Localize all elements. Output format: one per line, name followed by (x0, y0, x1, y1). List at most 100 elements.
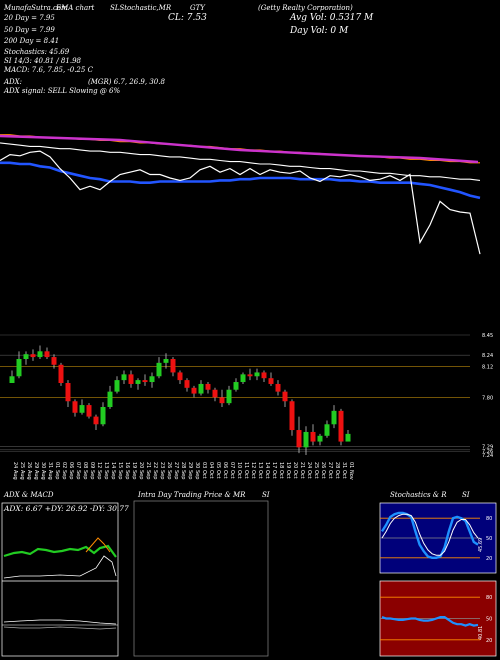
macd-line (3, 544, 117, 558)
si-label: SI 14/3: 40.81 / 81.98 (4, 57, 81, 65)
date-tick-label: 31 Aug (47, 462, 53, 480)
stoch-value-label: 45.69 (478, 538, 484, 552)
candle-body (86, 405, 92, 417)
date-tick-label: 05 Oct (215, 462, 221, 479)
candle-body (338, 410, 344, 442)
date-axis: 24 Aug 25 Aug 26 Aug 29 Aug 30 Aug 31 Aug 01 S… (12, 462, 354, 480)
rsi-level-label: 20 (486, 638, 492, 644)
candle-body (268, 378, 274, 384)
adx-label: ADX: (4, 78, 23, 86)
stoch-level-label: 20 (486, 556, 492, 562)
date-tick-label: 09 Sep (89, 462, 95, 479)
date-tick-label: 08 Sep (82, 462, 88, 479)
date-tick-label: 04 Oct (208, 462, 214, 479)
candle-body (72, 401, 78, 413)
stoch-line-k (380, 511, 479, 559)
date-tick-label: 07 Sep (75, 462, 81, 479)
date-tick-label: 20 Oct (292, 462, 298, 479)
candle-body (128, 374, 134, 384)
candle-body (135, 380, 141, 384)
adx-line (85, 537, 111, 553)
adx-values: (MGR) 6.7, 26.9, 30.8 (88, 78, 165, 86)
candle-body (37, 351, 43, 358)
candle-body (219, 397, 225, 404)
date-tick-label: 19 Oct (285, 462, 291, 479)
intraday-panel-title: Intra Day Trading Price & MR (138, 491, 246, 499)
candle-body (9, 376, 15, 383)
date-tick-label: 10 Oct (236, 462, 242, 479)
candle-body (324, 424, 330, 436)
date-tick-label: 23 Sep (159, 462, 165, 479)
date-tick-label: 31 Oct (341, 462, 347, 479)
candle-body (93, 416, 99, 425)
date-tick-label: 29 Aug (33, 462, 39, 480)
ema50-label: 50 Day = 7.99 (4, 26, 55, 34)
date-tick-label: 11 Oct (243, 462, 249, 479)
date-tick-label: 26 Aug (26, 462, 32, 480)
date-tick-label: 02 Sep (61, 462, 67, 479)
date-tick-label: 06 Oct (222, 462, 228, 479)
date-tick-label: 01 Sep (54, 462, 60, 479)
candle-body (156, 362, 162, 377)
date-tick-label: 24 Aug (12, 462, 18, 480)
candle-body (191, 387, 197, 394)
date-tick-label: 21 Sep (145, 462, 151, 479)
close-label: CL: 7.53 (168, 13, 207, 23)
date-tick-label: 14 Sep (110, 462, 116, 479)
adx-signal: ADX signal: SELL Slowing @ 6% (4, 87, 121, 95)
date-tick-label: 13 Sep (103, 462, 109, 479)
candle-body (79, 405, 85, 413)
candle-body (163, 359, 169, 363)
price-grid-layer: 8.45 8.24 8.12 7.80 7.297.267.24 (0, 333, 493, 459)
ema200-label: 200 Day = 8.41 (4, 37, 60, 45)
ema-line-ema-50 (0, 142, 481, 181)
candle-body (30, 354, 36, 358)
price-level-label: 8.24 (482, 353, 493, 359)
candle-body (107, 391, 113, 407)
candle-body (310, 431, 316, 442)
candle-body (198, 383, 204, 394)
price-level-label: 7.29 (482, 444, 493, 450)
intraday-si-label: SI (262, 491, 270, 499)
date-tick-label: 28 Oct (334, 462, 340, 479)
candle-body (282, 391, 288, 402)
price-level-label: 7.26 (482, 449, 493, 455)
stochastics-si-label: SI (462, 491, 470, 499)
candle-body (331, 410, 337, 425)
date-tick-label: 28 Sep (180, 462, 186, 479)
date-tick-label: 25 Aug (19, 462, 25, 480)
di-line (3, 555, 117, 579)
candle-body (114, 380, 120, 392)
stoch-line-d (381, 513, 479, 556)
ema20-label: 20 Day = 7.95 (4, 14, 55, 22)
date-tick-label: 12 Oct (250, 462, 256, 479)
date-tick-label: 26 Sep (166, 462, 172, 479)
candle-body (170, 359, 176, 373)
date-tick-label: 22 Sep (152, 462, 158, 479)
rsi-value-label: 40.81 (478, 626, 484, 640)
candle-body (296, 430, 302, 448)
sls-label: SLStochastic,MR (110, 4, 172, 12)
date-tick-label: 27 Oct (327, 462, 333, 479)
candle-body (254, 372, 260, 377)
candle-body (100, 407, 106, 425)
candle-body (289, 401, 295, 431)
candle-body (205, 383, 211, 390)
date-tick-label: 25 Oct (313, 462, 319, 479)
date-tick-label: 19 Sep (131, 462, 137, 479)
day-vol-label: Day Vol: 0 M (290, 26, 349, 36)
candle-body (240, 374, 246, 383)
ema-line-ema-20 (0, 161, 481, 200)
candle-body (23, 354, 29, 359)
candle-layer (9, 345, 351, 455)
macd-histogram-line (3, 626, 117, 630)
date-tick-label: 20 Sep (138, 462, 144, 479)
ticker-label: GTY (190, 4, 205, 12)
price-level-label: 8.45 (482, 333, 493, 339)
ema-line-close (0, 150, 481, 255)
date-tick-label: 17 Oct (271, 462, 277, 479)
date-tick-label: 24 Oct (306, 462, 312, 479)
candle-body (275, 383, 281, 392)
date-tick-label: 06 Sep (68, 462, 74, 479)
